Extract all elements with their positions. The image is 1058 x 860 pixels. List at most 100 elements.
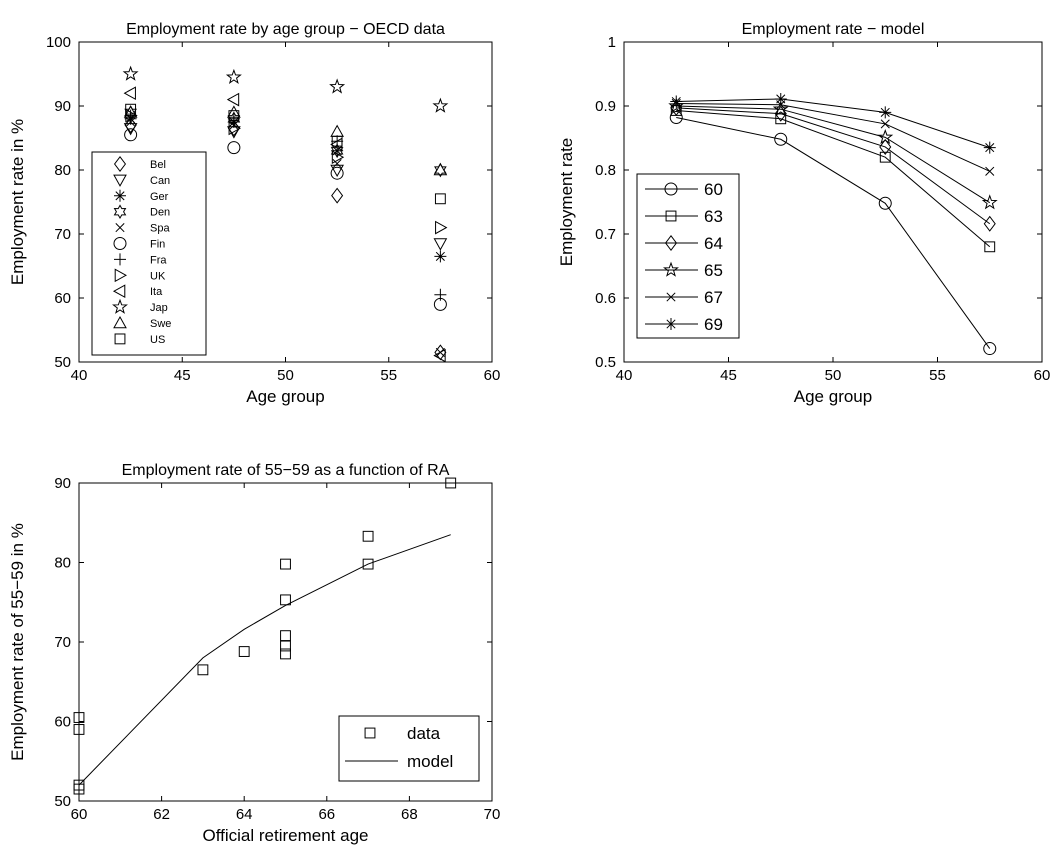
oecd-point-fra — [227, 112, 240, 125]
oecd-point-ita — [123, 86, 136, 101]
oecd-point-fin — [124, 128, 138, 142]
ra-y-tick-label: 50 — [54, 793, 71, 810]
ra-data-point — [197, 664, 209, 676]
oecd-legend-label-jap: Jap — [150, 302, 168, 314]
model-y-tick-label: 0.5 — [595, 354, 616, 371]
oecd-title: Employment rate by age group − OECD data — [126, 21, 445, 38]
model-legend-marker-63 — [665, 210, 677, 222]
model-legend-label-60: 60 — [704, 180, 723, 199]
oecd-point-swe — [227, 105, 241, 118]
ra-data-point — [238, 646, 250, 657]
ra-legend: data model — [338, 715, 480, 782]
oecd-legend-marker-jap — [112, 298, 128, 314]
model-point-60 — [878, 196, 892, 210]
oecd-y-tick-label: 50 — [54, 354, 71, 371]
ra-data-point — [445, 477, 457, 489]
oecd-point-ita — [433, 348, 446, 363]
oecd-legend-box — [91, 151, 207, 356]
oecd-point-spa — [126, 117, 136, 127]
ra-data-point — [280, 594, 291, 606]
oecd-legend-marker-can — [113, 174, 127, 187]
ra-x-tick-label: 60 — [71, 806, 88, 823]
oecd-x-tick-label: 55 — [380, 367, 397, 384]
ra-legend-box — [338, 715, 480, 782]
oecd-legend-label-uk: UK — [150, 270, 166, 282]
oecd-legend-marker-fra — [114, 253, 126, 266]
model-y-tick-label: 0.9 — [595, 98, 616, 115]
ra-data-point — [362, 558, 374, 570]
model-point-65 — [877, 128, 894, 145]
oecd-point-bel — [331, 187, 344, 204]
oecd-legend: Bel Can Ger Den Spa Fin Fra UK Ita Jap Swe US — [91, 151, 207, 356]
oecd-point-jap — [122, 65, 139, 81]
oecd-legend-marker-den — [113, 204, 127, 220]
oecd-legend-label-ita: Ita — [150, 286, 163, 298]
model-y-axis-label: Employment rate — [557, 138, 576, 267]
oecd-legend-label-fin: Fin — [150, 239, 165, 251]
oecd-point-uk — [435, 220, 448, 235]
model-legend-label-64: 64 — [704, 234, 723, 253]
ra-x-axis-label: Official retirement age — [203, 826, 369, 845]
oecd-point-spa — [332, 159, 342, 169]
oecd-legend-marker-ita — [112, 284, 126, 299]
oecd-x-tick-label: 40 — [71, 367, 88, 384]
ra-data-point — [280, 648, 291, 660]
model-x-tick-label: 50 — [825, 367, 842, 384]
ra-x-tick-label: 68 — [401, 806, 418, 823]
model-line-65 — [676, 105, 991, 204]
ra-legend-label-model: model — [407, 752, 453, 771]
model-point-60 — [774, 132, 788, 146]
model-y-tick-label: 0.7 — [595, 226, 616, 243]
model-y-tick-label: 1 — [608, 34, 616, 51]
oecd-y-tick-label: 60 — [54, 290, 71, 307]
oecd-point-fra — [124, 109, 137, 122]
oecd-point-us — [125, 103, 137, 115]
model-employment-panel: 40 45 50 55 60 0.5 0.6 0.7 0.8 0.9 1 Employment rat… — [557, 21, 1050, 406]
oecd-point-jap — [225, 68, 242, 84]
oecd-x-tick-label: 45 — [174, 367, 191, 384]
model-point-65 — [981, 194, 998, 210]
model-point-63 — [879, 151, 891, 163]
model-y-tick-label: 0.8 — [595, 162, 616, 179]
ra-y-tick-label: 70 — [54, 634, 71, 651]
oecd-legend-label-fra: Fra — [150, 254, 167, 266]
model-legend-box — [636, 173, 740, 339]
ra-y-tick-label: 80 — [54, 555, 71, 572]
model-line-60 — [676, 117, 991, 349]
oecd-point-fra — [434, 288, 447, 301]
ra-x-tick-label: 62 — [153, 806, 170, 823]
oecd-legend-marker-swe — [113, 315, 127, 329]
ra-x-tick-label: 64 — [236, 806, 253, 823]
model-point-63 — [984, 241, 996, 253]
model-line-64 — [676, 107, 991, 225]
oecd-legend-label-bel: Bel — [150, 159, 166, 171]
model-x-tick-label: 40 — [616, 367, 633, 384]
ra-data-point — [73, 779, 85, 791]
model-x-tick-label: 45 — [720, 367, 737, 384]
oecd-point-us — [331, 135, 343, 147]
ra-x-tick-label: 66 — [318, 806, 335, 823]
model-legend-label-69: 69 — [704, 315, 723, 334]
ra-title: Employment rate of 55−59 as a function o… — [122, 462, 450, 479]
oecd-point-den — [434, 162, 447, 178]
ra-y-axis-label: Employment rate of 55−59 in % — [8, 523, 27, 761]
oecd-legend-marker-fin — [113, 237, 127, 250]
model-point-69 — [879, 106, 892, 119]
ra-x-tick-label: 70 — [484, 806, 501, 823]
oecd-point-swe — [433, 162, 448, 176]
model-line-67 — [676, 102, 990, 172]
oecd-y-tick-label: 90 — [54, 98, 71, 115]
oecd-y-tick-label: 80 — [54, 162, 71, 179]
oecd-point-swe — [123, 105, 138, 118]
oecd-point-den — [330, 143, 344, 159]
ra-y-tick-label: 90 — [54, 475, 71, 492]
model-point-64 — [774, 105, 787, 122]
oecd-y-tick-label: 100 — [46, 34, 71, 51]
oecd-legend-marker-spa — [115, 223, 125, 233]
oecd-x-axis-label: Age group — [246, 387, 324, 406]
model-point-60 — [983, 342, 997, 356]
ra-data-point — [362, 530, 374, 542]
oecd-legend-marker-uk — [114, 268, 128, 283]
oecd-point-ita — [226, 92, 240, 107]
